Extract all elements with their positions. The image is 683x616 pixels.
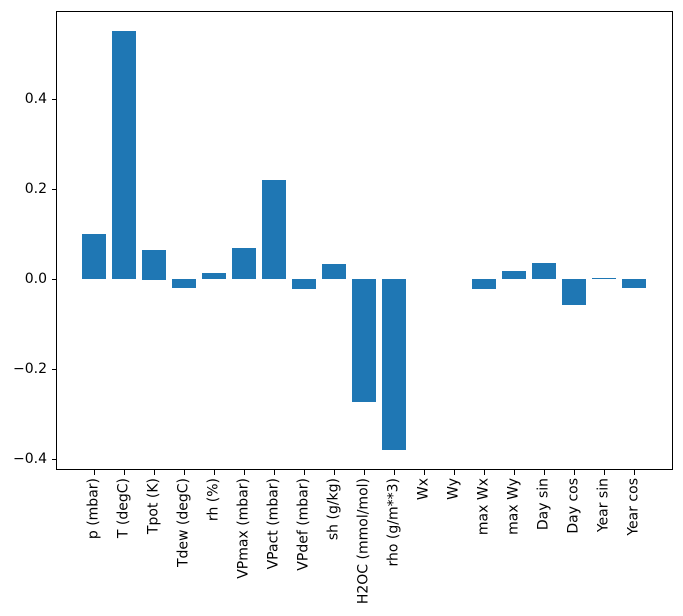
x-tick: [394, 470, 395, 475]
x-tick: [424, 470, 425, 475]
y-tick: [52, 98, 56, 100]
x-tick-label: VPmax (mbar): [235, 478, 252, 579]
x-tick-label: p (mbar): [85, 478, 102, 540]
x-tick: [214, 470, 215, 475]
x-tick-label: Day sin: [535, 478, 552, 531]
x-tick-label: Tpot (K): [145, 478, 162, 535]
x-tick-label: H2OC (mmol/mol): [355, 478, 372, 605]
x-tick-label: Wy: [445, 478, 462, 500]
x-tick-label: Wx: [415, 478, 432, 501]
x-tick: [334, 470, 335, 475]
bar: [562, 279, 586, 306]
y-tick-label: 0.4: [24, 91, 47, 108]
y-tick: [52, 368, 56, 370]
y-tick-label: −0.2: [13, 361, 47, 378]
bar: [292, 279, 316, 290]
x-tick: [184, 470, 185, 475]
y-tick-label: −0.4: [13, 451, 47, 468]
x-tick-label: sh (g/kg): [325, 478, 342, 541]
axes: 0.4 0.2 0.0 −0.2 −0.4 p (mbar) T (degC) Tpot (K…: [13, 11, 673, 604]
x-tick: [514, 470, 515, 475]
bar: [352, 279, 376, 403]
x-tick-label: Day cos: [565, 478, 582, 534]
x-tick-label: T (degC): [115, 478, 132, 539]
x-tick-label: VPdef (mbar): [295, 478, 312, 571]
x-tick: [124, 470, 125, 475]
bar: [82, 234, 106, 280]
x-tick-label: rh (%): [205, 478, 222, 522]
x-tick: [454, 470, 455, 475]
bar: [202, 273, 226, 279]
bar: [142, 249, 166, 280]
x-tick-label: Year cos: [625, 478, 642, 536]
x-tick-label: max Wx: [475, 478, 492, 536]
bar: [592, 277, 616, 279]
x-tick: [484, 470, 485, 475]
bar: [232, 248, 256, 280]
bar: [472, 279, 496, 290]
y-tick: [52, 188, 56, 190]
bar: [502, 271, 526, 280]
bar: [322, 264, 346, 280]
x-tick-label: max Wy: [505, 478, 522, 535]
x-tick: [244, 470, 245, 475]
x-tick-label: Year sin: [595, 478, 612, 533]
y-tick: [52, 278, 56, 280]
x-tick: [574, 470, 575, 475]
x-tick: [364, 470, 365, 475]
x-tick: [154, 470, 155, 475]
bar: [622, 279, 646, 289]
x-tick-label: VPact (mbar): [265, 478, 282, 570]
y-tick-label: 0.2: [24, 181, 47, 198]
x-tick: [304, 470, 305, 475]
x-tick-label: Tdew (degC): [175, 478, 192, 568]
bar: [532, 263, 556, 280]
x-tick: [544, 470, 545, 475]
bar: [382, 279, 406, 451]
y-tick-label: 0.0: [24, 271, 47, 288]
y-tick: [52, 458, 56, 460]
x-tick: [94, 470, 95, 475]
x-tick: [634, 470, 635, 475]
x-tick: [274, 470, 275, 475]
bar: [172, 279, 196, 289]
x-tick: [604, 470, 605, 475]
bar: [262, 179, 286, 279]
x-tick-label: rho (g/m**3): [385, 478, 402, 567]
bar: [112, 30, 136, 279]
